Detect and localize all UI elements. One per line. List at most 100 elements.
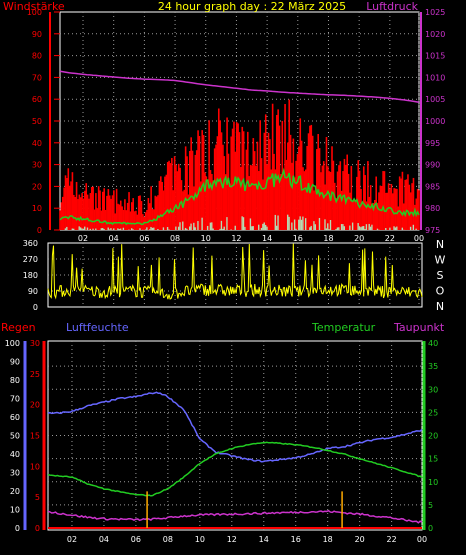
time-tick-label: 08 bbox=[163, 535, 173, 544]
rain-tick-label: 0 bbox=[35, 524, 40, 533]
pressure-tick-label: 990 bbox=[425, 161, 440, 170]
rain-tick-label: 15 bbox=[30, 432, 40, 441]
wind-pressure-panel: 0102030405060708090100975980985990995100… bbox=[3, 0, 445, 243]
wind-tick-label: 70 bbox=[32, 73, 42, 82]
time-tick-label: 18 bbox=[323, 234, 333, 243]
pressure-tick-label: 1000 bbox=[425, 117, 445, 126]
humidity-tick-label: 90 bbox=[10, 358, 20, 367]
climate-lines bbox=[47, 391, 423, 529]
time-tick-label: 10 bbox=[195, 535, 205, 544]
compass-label: N bbox=[436, 300, 444, 313]
direction-tick-label: 360 bbox=[23, 239, 38, 248]
compass-label: N bbox=[436, 238, 444, 251]
humidity-tick-label: 10 bbox=[10, 506, 20, 515]
humidity-line bbox=[47, 391, 423, 463]
direction-tick-label: 90 bbox=[28, 287, 38, 296]
pressure-tick-label: 975 bbox=[425, 226, 440, 235]
pressure-tick-label: 1025 bbox=[425, 8, 445, 17]
pressure-tick-label: 1010 bbox=[425, 73, 445, 82]
climate-ticks: 0510152025303540010203040506070809010005… bbox=[5, 339, 438, 544]
time-tick-label: 14 bbox=[262, 234, 272, 243]
wind-pressure-ticks: 0102030405060708090100975980985990995100… bbox=[27, 8, 446, 243]
wind-axis-title: Windstärke bbox=[3, 0, 65, 13]
direction-tick-label: 180 bbox=[23, 271, 38, 280]
wind-pressure-lines bbox=[59, 70, 420, 226]
temperature-tick-label: 10 bbox=[428, 478, 438, 487]
compass-label: O bbox=[436, 285, 445, 298]
time-tick-label: 10 bbox=[201, 234, 211, 243]
rain-tick-label: 25 bbox=[30, 370, 40, 379]
temperature-tick-label: 35 bbox=[428, 362, 438, 371]
temperature-tick-label: 0 bbox=[428, 524, 433, 533]
wind-tick-label: 0 bbox=[37, 226, 42, 235]
time-tick-label: 18 bbox=[323, 535, 333, 544]
direction-tick-label: 0 bbox=[33, 303, 38, 312]
dewpoint-line bbox=[47, 509, 423, 524]
wind-tick-label: 90 bbox=[32, 30, 42, 39]
time-tick-label: 06 bbox=[131, 535, 141, 544]
time-tick-label: 12 bbox=[227, 535, 237, 544]
time-tick-label: 16 bbox=[291, 535, 301, 544]
humidity-tick-label: 80 bbox=[10, 376, 20, 385]
temperature-tick-label: 15 bbox=[428, 455, 438, 464]
humidity-tick-label: 20 bbox=[10, 487, 20, 496]
direction-tick-label: 270 bbox=[23, 255, 38, 264]
wind-pressure-grid bbox=[60, 12, 420, 230]
temperature-tick-label: 5 bbox=[428, 501, 433, 510]
wind-tick-label: 40 bbox=[32, 139, 42, 148]
wind-tick-label: 100 bbox=[27, 8, 42, 17]
pressure-tick-label: 985 bbox=[425, 182, 440, 191]
time-tick-label: 04 bbox=[109, 234, 119, 243]
time-tick-label: 08 bbox=[170, 234, 180, 243]
time-tick-label: 02 bbox=[78, 234, 88, 243]
rain-tick-label: 10 bbox=[30, 462, 40, 471]
time-tick-label: 00 bbox=[414, 234, 424, 243]
wind-tick-label: 80 bbox=[32, 52, 42, 61]
time-tick-label: 00 bbox=[417, 535, 427, 544]
pressure-tick-label: 1015 bbox=[425, 52, 445, 61]
humidity-label: Luftfeuchte bbox=[66, 321, 129, 334]
time-tick-label: 20 bbox=[354, 234, 364, 243]
temperature-line bbox=[47, 441, 423, 497]
pressure-tick-label: 980 bbox=[425, 204, 440, 213]
rain-tick-label: 20 bbox=[30, 401, 40, 410]
time-tick-label: 02 bbox=[67, 535, 77, 544]
time-tick-label: 14 bbox=[259, 535, 269, 544]
rain-tick-label: 30 bbox=[30, 339, 40, 348]
pressure-tick-label: 1020 bbox=[425, 30, 445, 39]
wind-tick-label: 50 bbox=[32, 117, 42, 126]
wind-gust-bars bbox=[59, 99, 420, 230]
rain-label: Regen bbox=[1, 321, 36, 334]
wind-tick-label: 10 bbox=[32, 204, 42, 213]
humidity-tick-label: 0 bbox=[15, 524, 20, 533]
humidity-tick-label: 30 bbox=[10, 469, 20, 478]
temperature-tick-label: 25 bbox=[428, 408, 438, 417]
time-tick-label: 20 bbox=[355, 535, 365, 544]
pressure-line bbox=[59, 70, 420, 104]
wind-tick-label: 20 bbox=[32, 182, 42, 191]
pressure-tick-label: 1005 bbox=[425, 95, 445, 104]
temperature-tick-label: 20 bbox=[428, 432, 438, 441]
wind-direction-line bbox=[47, 243, 423, 300]
temperature-tick-label: 30 bbox=[428, 385, 438, 394]
rain-tick-label: 5 bbox=[35, 493, 40, 502]
time-tick-label: 12 bbox=[231, 234, 241, 243]
temperature-label: Temperatur bbox=[311, 321, 376, 334]
pressure-axis-title: Luftdruck bbox=[366, 0, 418, 13]
time-tick-label: 04 bbox=[99, 535, 109, 544]
climate-panel: 0510152025303540010203040506070809010005… bbox=[1, 321, 445, 544]
time-tick-label: 16 bbox=[293, 234, 303, 243]
compass-label: W bbox=[435, 254, 446, 267]
pressure-tick-label: 995 bbox=[425, 139, 440, 148]
humidity-tick-label: 100 bbox=[5, 339, 20, 348]
compass-label: S bbox=[437, 269, 444, 282]
humidity-tick-label: 50 bbox=[10, 432, 20, 441]
wind-tick-label: 60 bbox=[32, 95, 42, 104]
time-tick-label: 22 bbox=[385, 234, 395, 243]
humidity-tick-label: 60 bbox=[10, 413, 20, 422]
dewpoint-label: Taupunkt bbox=[393, 321, 445, 334]
